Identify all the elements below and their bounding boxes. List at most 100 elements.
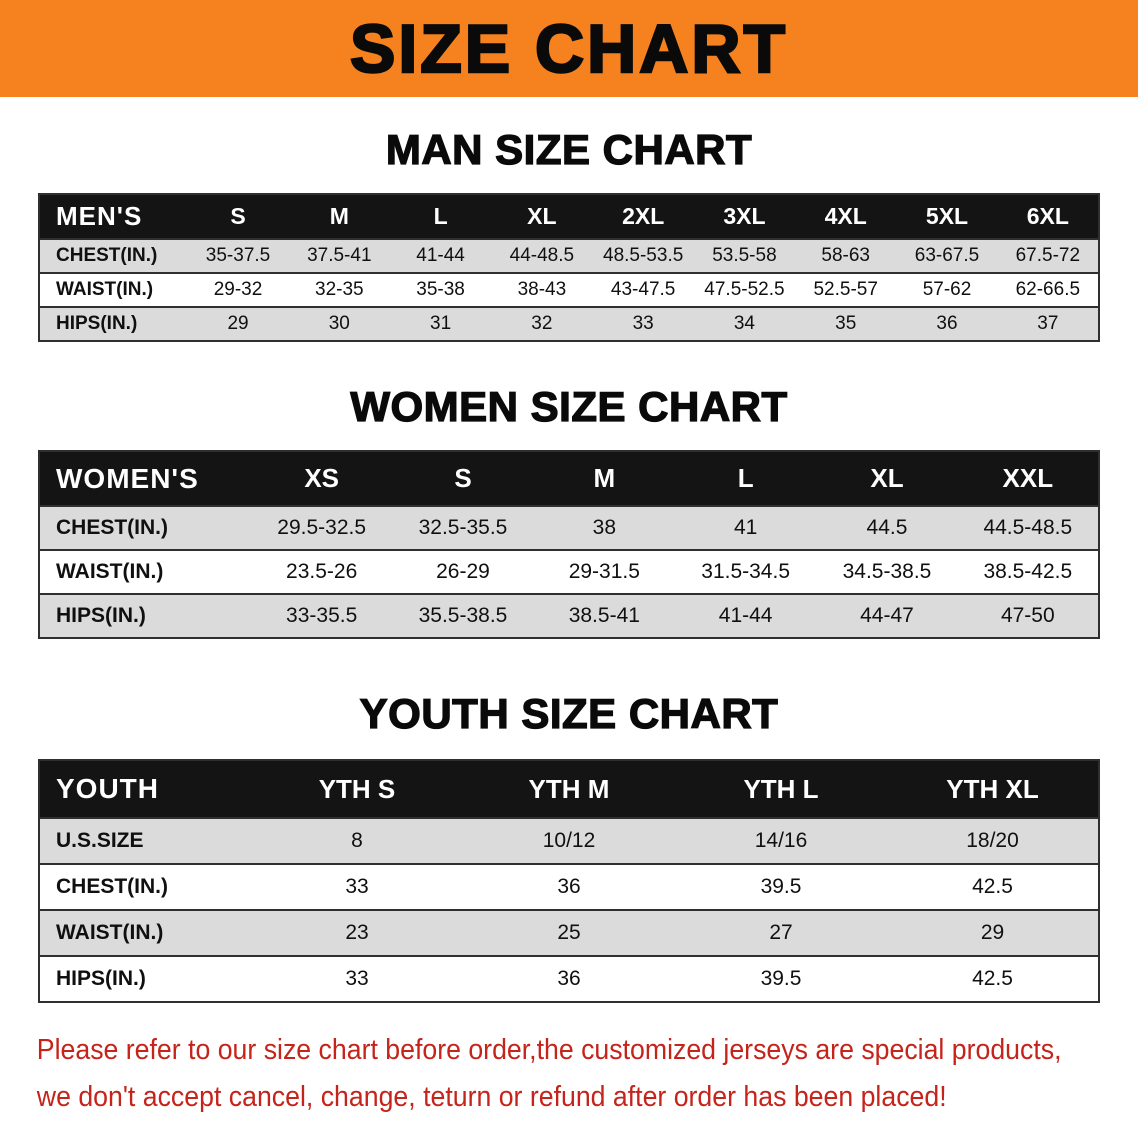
size-value: 57-62 (922, 279, 972, 300)
size-column-header: M (288, 194, 390, 239)
measurement-row: CHEST(IN.) 33 36 39.5 42.5 (39, 864, 1099, 910)
measurement-row: U.S.SIZE 8 10/12 14/16 18/20 (39, 818, 1099, 864)
size-value: 35.5-38.5 (418, 604, 508, 627)
size-column-header: L (389, 194, 492, 239)
size-column-header: XS (251, 451, 393, 506)
measurement-row: WAIST(IN.) 29-32 32-35 35-38 38-43 43-47.5 47.… (39, 273, 1099, 307)
size-value: 67.5-72 (1015, 245, 1081, 266)
size-value: 62-66.5 (1015, 279, 1081, 300)
size-value: 47.5-52.5 (704, 279, 785, 300)
size-value: 38 (592, 516, 616, 539)
size-value: 34 (733, 313, 755, 334)
size-column-header: 4XL (795, 194, 897, 239)
size-value: 26-29 (436, 560, 490, 583)
size-value: 33 (345, 875, 369, 898)
table-header-row: MEN'S S M L XL 2XL 3XL 4XL 5XL 6XL (39, 194, 1099, 239)
measurement-row: HIPS(IN.) 33 36 39.5 42.5 (39, 956, 1099, 1002)
measurement-row: CHEST(IN.) 35-37.5 37.5-41 41-44 44-48.5 48.5… (39, 239, 1099, 273)
disclaimer: Please refer to our size chart before or… (0, 1003, 1062, 1115)
size-value: 48.5-53.5 (603, 245, 684, 266)
size-value: 52.5-57 (813, 279, 878, 300)
measurement-label: WAIST(IN.) (56, 279, 154, 300)
size-value: 39.5 (760, 875, 802, 898)
size-column-header: XXL (957, 451, 1099, 506)
size-column-header: YTH XL (887, 760, 1099, 818)
size-value: 41-44 (416, 245, 465, 266)
size-value: 38.5-42.5 (983, 560, 1073, 583)
size-value: 27 (769, 921, 793, 944)
measurement-row: CHEST(IN.) 29.5-32.5 32.5-35.5 38 41 44.5 44.5… (39, 506, 1099, 550)
measurement-label: CHEST(IN.) (56, 875, 168, 898)
size-value: 30 (328, 313, 350, 334)
size-value: 29-31.5 (568, 560, 640, 583)
women-section-heading: WOMEN SIZE CHART (350, 383, 788, 430)
measurement-label: WAIST(IN.) (56, 560, 164, 583)
size-chart-banner: SIZE CHART (0, 0, 1138, 97)
size-value: 44-47 (860, 604, 914, 627)
size-value: 34.5-38.5 (842, 560, 932, 583)
size-value: 36 (557, 875, 581, 898)
size-value: 35-38 (416, 279, 465, 300)
size-value: 44.5 (866, 516, 908, 539)
size-value: 37.5-41 (307, 245, 372, 266)
youth-size-table: YOUTH YTH S YTH M YTH L YTH XL U.S.SIZE 8 10/12… (38, 759, 1100, 1003)
disclaimer-line-2: we don't accept cancel, change, teturn o… (36, 1080, 947, 1113)
size-value: 36 (936, 313, 958, 334)
size-value: 25 (557, 921, 581, 944)
size-column-header: M (533, 451, 675, 506)
size-value: 41 (733, 516, 758, 539)
size-value: 31 (430, 313, 452, 334)
size-value: 33 (345, 967, 369, 990)
size-value: 43-47.5 (610, 279, 676, 300)
size-column-header: XL (816, 451, 958, 506)
size-column-header: YTH S (251, 760, 463, 818)
table-header-row: WOMEN'S XS S M L XL XXL (39, 451, 1099, 506)
measurement-row: HIPS(IN.) 33-35.5 35.5-38.5 38.5-41 41-44 44-… (39, 594, 1099, 638)
size-value: 38.5-41 (568, 604, 640, 627)
size-value: 38-43 (517, 279, 567, 300)
size-value: 58-63 (821, 245, 871, 266)
size-value: 29 (227, 313, 249, 334)
size-column-header: S (392, 451, 534, 506)
size-value: 33 (632, 313, 654, 334)
size-value: 32.5-35.5 (418, 516, 508, 539)
size-value: 31.5-34.5 (701, 560, 791, 583)
size-value: 35 (835, 313, 857, 334)
measurement-label: HIPS(IN.) (56, 313, 138, 334)
measurement-label: U.S.SIZE (56, 829, 144, 852)
banner-title: SIZE CHART (349, 10, 788, 87)
size-value: 39.5 (760, 967, 802, 990)
measurement-label: HIPS(IN.) (56, 604, 146, 627)
size-value: 32 (531, 313, 553, 334)
size-column-header: 3XL (693, 194, 796, 239)
measurement-label: HIPS(IN.) (56, 967, 146, 990)
size-value: 42.5 (972, 875, 1013, 898)
size-column-header: L (674, 451, 817, 506)
size-column-header: XL (491, 194, 593, 239)
table-header-row: YOUTH YTH S YTH M YTH L YTH XL (39, 760, 1099, 818)
youth-section-heading: YOUTH SIZE CHART (359, 690, 779, 737)
size-value: 36 (557, 967, 581, 990)
size-value: 44-48.5 (509, 245, 575, 266)
table-corner-label: YOUTH (39, 760, 251, 818)
size-column-header: 2XL (592, 194, 694, 239)
size-value: 53.5-58 (712, 245, 777, 266)
size-column-header: YTH M (463, 760, 675, 818)
size-column-header: S (187, 194, 289, 239)
size-column-header: 5XL (896, 194, 998, 239)
size-value: 44.5-48.5 (983, 516, 1073, 539)
size-value: 42.5 (972, 967, 1013, 990)
size-value: 23 (345, 921, 369, 944)
size-value: 10/12 (542, 829, 596, 852)
size-value: 14/16 (754, 829, 808, 852)
men-section-heading: MAN SIZE CHART (385, 126, 753, 173)
size-value: 29 (980, 921, 1005, 944)
size-value: 63-67.5 (914, 245, 980, 266)
size-value: 47-50 (1000, 604, 1055, 627)
men-size-section: MAN SIZE CHART MEN'S S M L XL 2XL 3XL 4XL 5XL 6XL… (0, 97, 1138, 342)
measurement-label: CHEST(IN.) (56, 516, 168, 539)
women-size-table: WOMEN'S XS S M L XL XXL CHEST(IN.) 29.5-32.5 32.5… (38, 450, 1100, 639)
women-size-section: WOMEN SIZE CHART WOMEN'S XS S M L XL XXL CHEST(… (0, 342, 1138, 639)
size-value: 23.5-26 (286, 560, 358, 583)
